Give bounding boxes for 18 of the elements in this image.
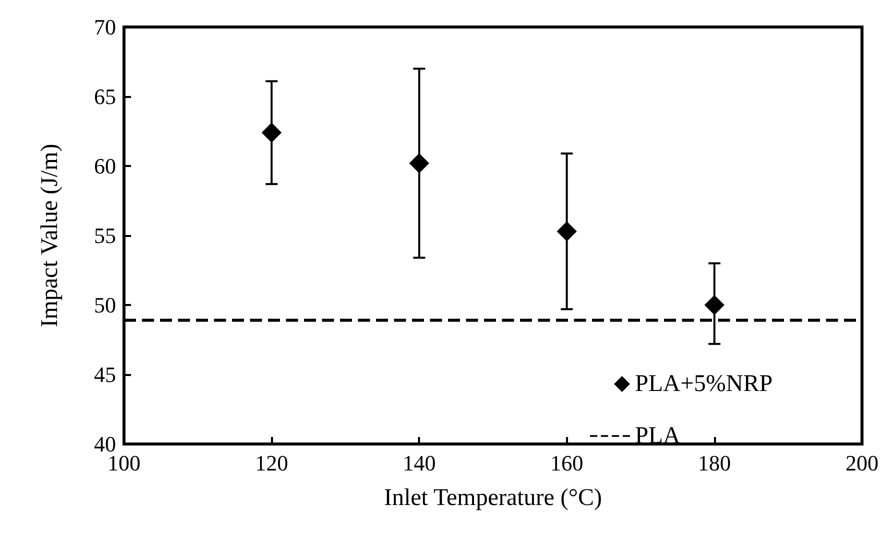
x-tick-label: 140 [402, 450, 436, 476]
point [262, 122, 282, 143]
legend-label: PLA+5%NRP [635, 371, 773, 397]
x-tick-label: 120 [255, 450, 288, 476]
y-axis-title: Impact Value (J/m) [37, 144, 63, 328]
x-tick-label: 180 [698, 450, 731, 476]
x-axis-title: Inlet Temperature (°C) [384, 485, 602, 511]
point [704, 295, 724, 315]
y-tick-label: 65 [94, 84, 116, 109]
x-tick-label: 160 [550, 450, 584, 476]
y-tick-label: 55 [94, 223, 116, 248]
point [556, 221, 577, 242]
y-tick-label: 70 [94, 14, 116, 40]
x-tick-label: 200 [846, 450, 878, 476]
y-tick-label: 45 [94, 362, 116, 387]
point [409, 153, 430, 174]
y-tick-label: 60 [94, 154, 116, 178]
y-tick-label: 50 [94, 292, 116, 318]
